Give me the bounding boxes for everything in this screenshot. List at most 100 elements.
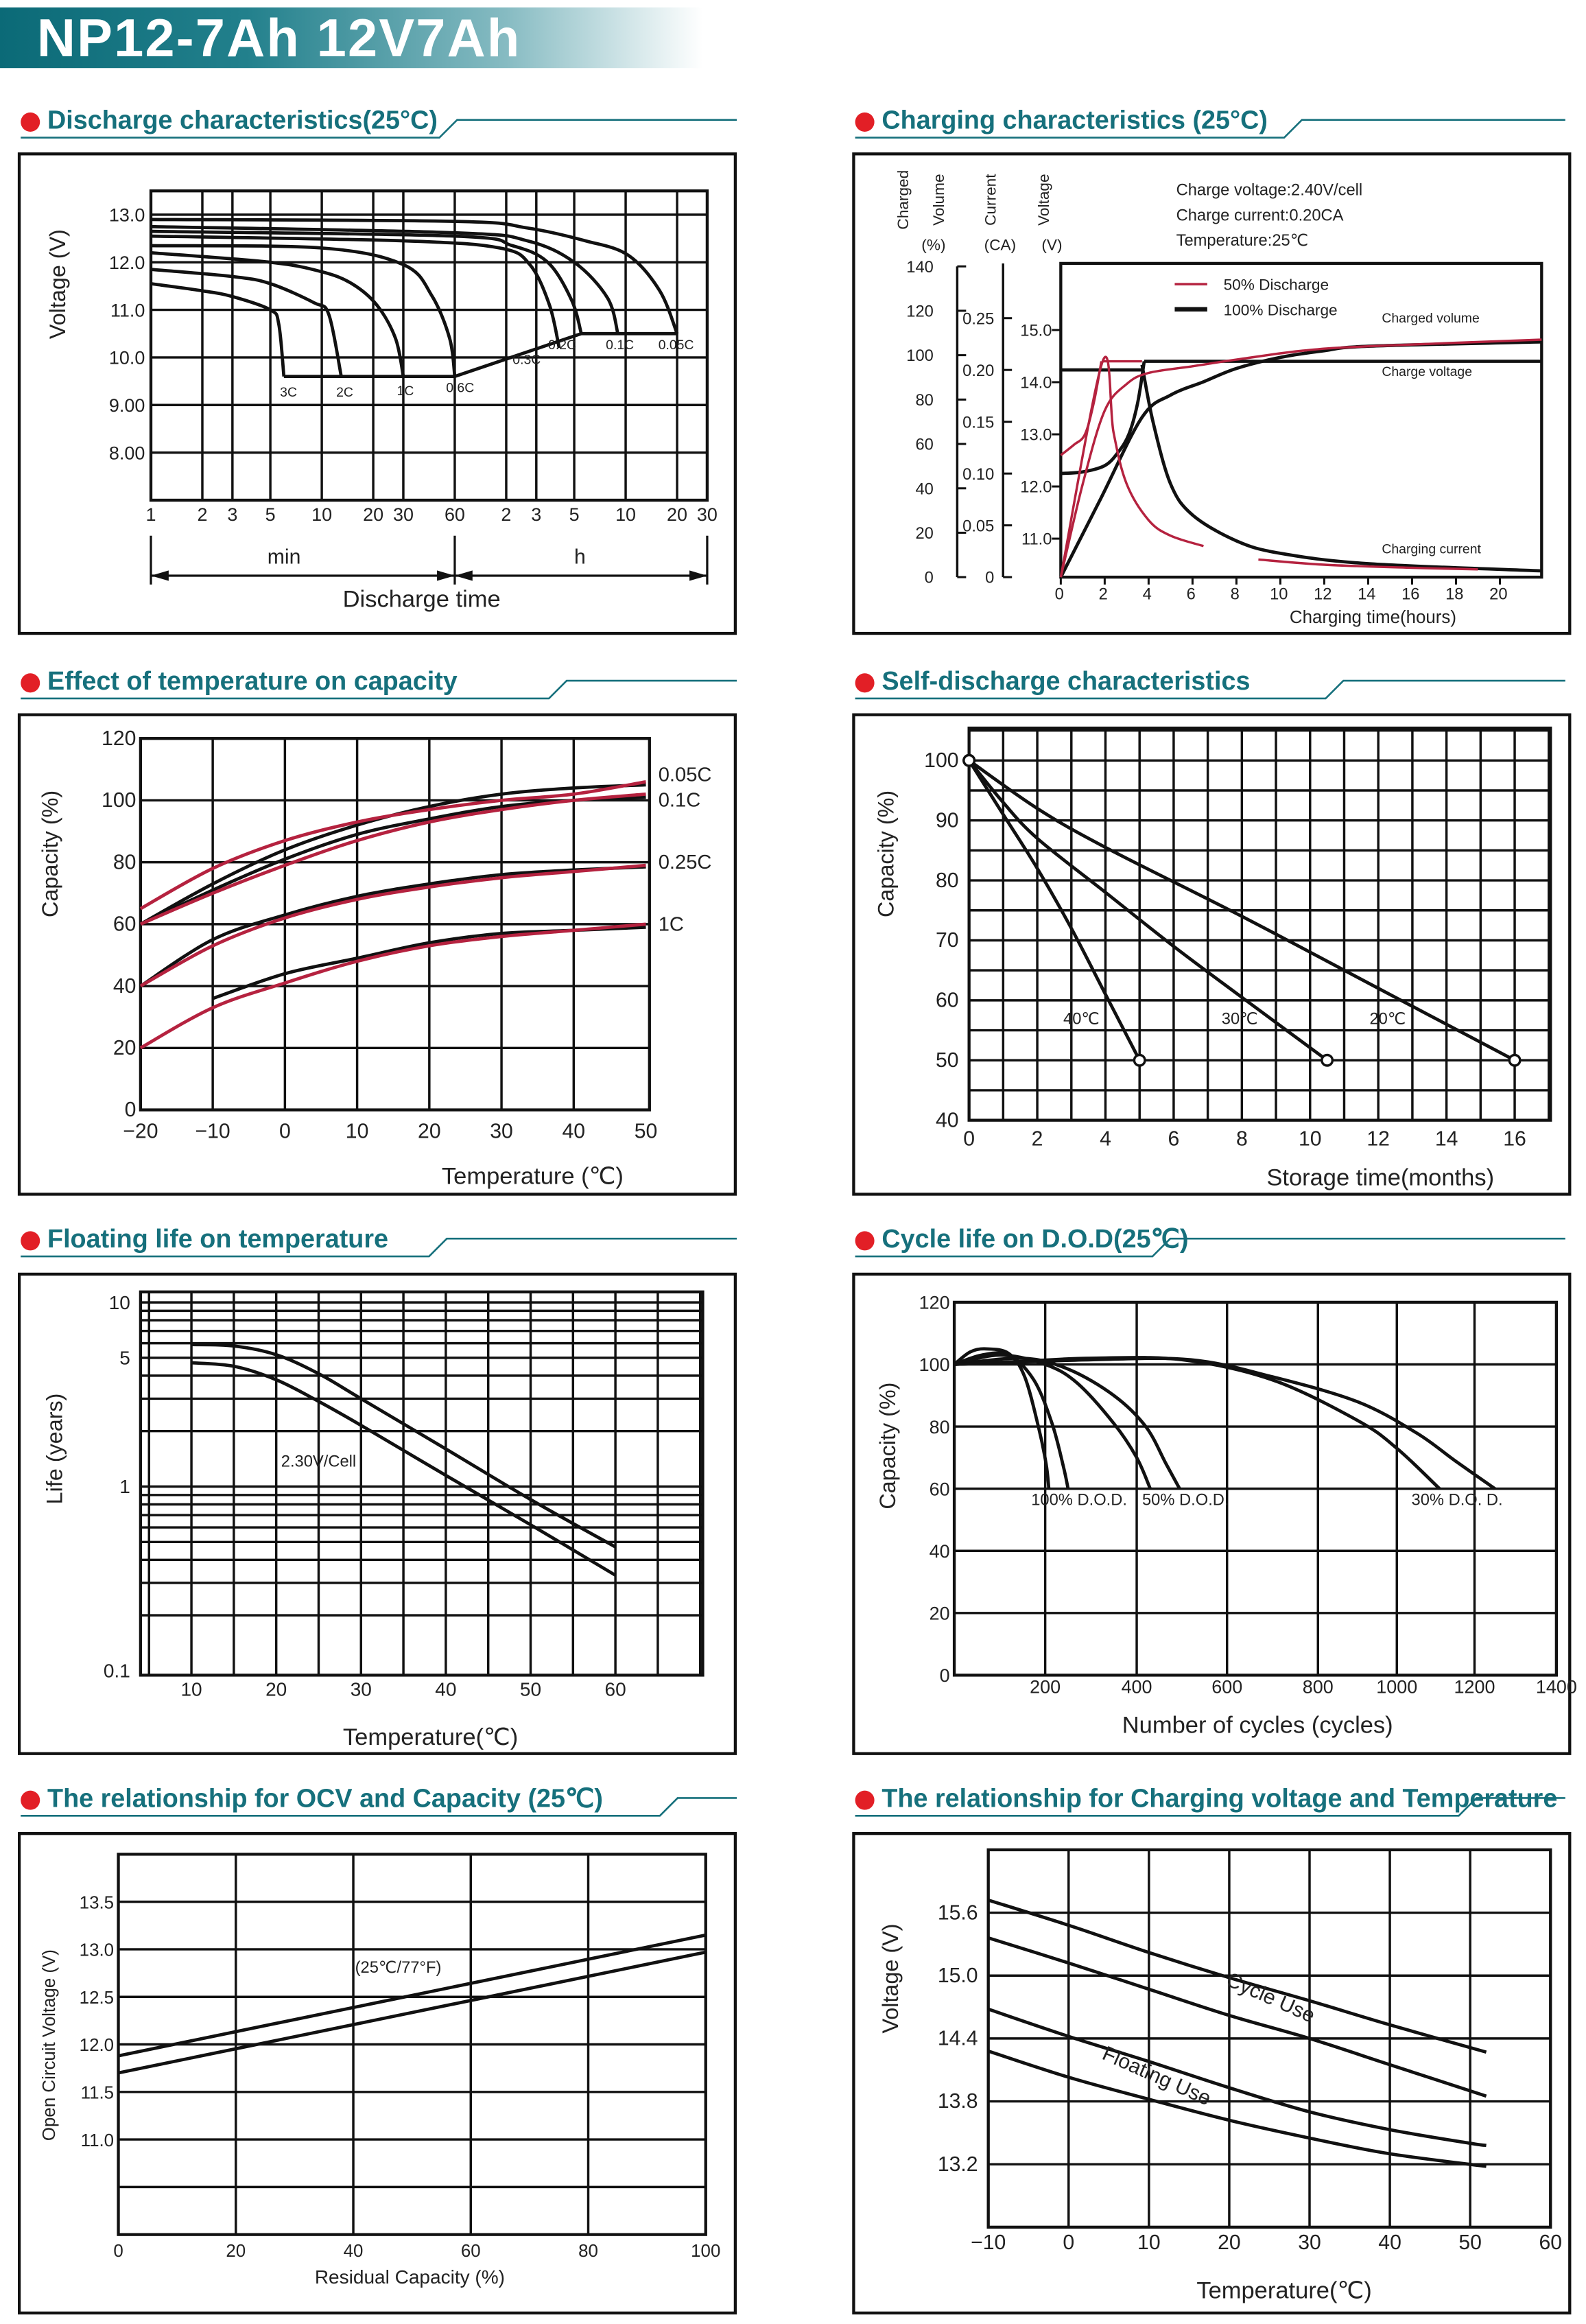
bullet-icon bbox=[21, 673, 40, 693]
series-line-3 bbox=[139, 793, 646, 926]
series-line-0 bbox=[150, 282, 286, 377]
section-title-charging-voltage-temperature: The relationship for Charging voltage an… bbox=[855, 1779, 1565, 1823]
y-tick-label: 0.1 bbox=[104, 1660, 130, 1682]
cycle-life-chart: 200 400 600 800 1000 1200 1400 0 20 40 60 80 100 120 C… bbox=[852, 1272, 1577, 1755]
y-axis-label: Capacity (%) bbox=[875, 1383, 900, 1510]
title-underline-line bbox=[21, 1237, 737, 1258]
data-point-marker bbox=[1508, 1053, 1522, 1067]
x-tick-label: 20 bbox=[363, 504, 383, 525]
curve-label: 3C bbox=[280, 385, 297, 400]
section-title-text: The relationship for Charging voltage an… bbox=[881, 1783, 1558, 1813]
x-tick-label: 600 bbox=[1211, 1676, 1242, 1697]
series-line-0 bbox=[967, 760, 1141, 1061]
current-tick-label: 0.20 bbox=[962, 362, 994, 380]
x-tick-label: 0 bbox=[113, 2242, 123, 2261]
x-tick-label: 2 bbox=[501, 504, 511, 525]
y-tick-label: 13.0 bbox=[80, 1941, 114, 1960]
x-unit-min: min bbox=[268, 546, 301, 569]
series-label: Charging current bbox=[1382, 542, 1481, 557]
series-line-3 bbox=[150, 244, 457, 377]
section-title-text: Self-discharge characteristics bbox=[881, 666, 1251, 696]
curve-label: 0.1C bbox=[659, 789, 701, 811]
x-tick-label: 1400 bbox=[1536, 1676, 1577, 1697]
section-title-temperature-capacity: Effect of temperature on capacity bbox=[21, 661, 737, 706]
x-tick-label: 10 bbox=[311, 504, 332, 525]
x-axis-label: Temperature (℃) bbox=[442, 1163, 624, 1189]
series-line-7 bbox=[150, 218, 679, 335]
y-tick-label: 1 bbox=[119, 1476, 130, 1497]
x-tick-label: 20 bbox=[265, 1679, 287, 1700]
charging-chart-svg: 02040608010012014000.050.100.150.200.251… bbox=[895, 170, 1543, 627]
curve-label: 50% D.O.D. bbox=[1142, 1491, 1229, 1509]
plot-frame bbox=[967, 726, 1552, 1122]
plot-frame bbox=[952, 1300, 1559, 1677]
series-line-9 bbox=[1059, 338, 1542, 578]
x-tick-label: 16 bbox=[1401, 585, 1419, 603]
series-line-1 bbox=[139, 780, 646, 911]
series-line-5 bbox=[150, 229, 583, 334]
series-line-0 bbox=[987, 1898, 1487, 2054]
floating-life-chart: 10 20 30 40 50 60 10 5 1 0.1 Life (years) Temperatu… bbox=[17, 1272, 737, 1755]
y-tick-label: 13.0 bbox=[109, 205, 145, 226]
x-unit-h: h bbox=[574, 546, 586, 569]
temperature-capacity-chart-svg: −20 −10 0 10 20 30 40 50 0 20 40 60 80 100 120 Capacity… bbox=[38, 727, 711, 1189]
y-tick-label: 20 bbox=[113, 1037, 137, 1059]
data-point-marker bbox=[1133, 1053, 1146, 1067]
series-line-5 bbox=[139, 863, 646, 988]
x-tick-label: 60 bbox=[461, 2242, 481, 2261]
charge-condition-note: Charge current:0.20CA bbox=[1176, 207, 1344, 224]
bullet-icon bbox=[855, 1231, 875, 1251]
y-axis-label: Capacity (%) bbox=[874, 790, 899, 917]
x-axis-label: Number of cycles (cycles) bbox=[1122, 1713, 1393, 1739]
x-tick-label: 20 bbox=[1489, 585, 1507, 603]
series-line-4 bbox=[150, 234, 561, 349]
title-underline bbox=[855, 1797, 1565, 1817]
series-line-1 bbox=[191, 1361, 617, 1577]
data-point-marker bbox=[962, 753, 976, 767]
arrowhead-icon bbox=[454, 570, 473, 581]
y-tick-label: 20 bbox=[930, 1604, 950, 1624]
x-axis-label: Charging time(hours) bbox=[1290, 608, 1456, 627]
plot-frame bbox=[149, 189, 709, 502]
ocv-chart: 0 20 40 60 80 100 13.5 13.0 12.5 12.0 11.5 11.0 Open… bbox=[17, 1832, 737, 2315]
y-tick-label: 100 bbox=[919, 1354, 950, 1375]
x-tick-label: 8 bbox=[1236, 1127, 1248, 1150]
y-axis-label: Open Circuit Voltage (V) bbox=[40, 1949, 59, 2141]
title-underline-line bbox=[855, 679, 1565, 700]
x-tick-label: 40 bbox=[1378, 2231, 1401, 2254]
y-tick-label: 15.6 bbox=[938, 1901, 978, 1924]
plot-frame bbox=[139, 1290, 705, 1677]
axis-unit-voltage: (V) bbox=[1041, 236, 1062, 253]
discharge-chart: 1 2 3 5 10 20 30 60 2 3 5 10 20 30 13.0 12.0 11.0 10.0 9.0… bbox=[17, 152, 737, 635]
x-tick-label: 5 bbox=[265, 504, 276, 525]
discharge-chart-svg: 1 2 3 5 10 20 30 60 2 3 5 10 20 3013.012.011.010.09.0… bbox=[45, 189, 718, 612]
y-tick-label: 15.0 bbox=[938, 1964, 978, 1987]
series-line-3 bbox=[987, 2049, 1487, 2168]
current-tick-label: 0.10 bbox=[962, 466, 994, 484]
section-title-discharge: Discharge characteristics(25°C) bbox=[21, 101, 737, 145]
x-tick-label: 0 bbox=[279, 1120, 291, 1143]
x-tick-label: 0 bbox=[1063, 2231, 1074, 2254]
x-tick-label: 2 bbox=[197, 504, 207, 525]
x-tick-label: 30 bbox=[393, 504, 414, 525]
title-underline-line bbox=[21, 119, 737, 139]
x-tick-label: 1000 bbox=[1376, 1676, 1417, 1697]
curve-label: 20℃ bbox=[1369, 1010, 1406, 1028]
curve-label: 100% D.O.D. bbox=[1031, 1491, 1127, 1509]
x-tick-label: 40 bbox=[344, 2242, 364, 2261]
section-title-text: Floating life on temperature bbox=[47, 1223, 389, 1254]
section-title-ocv: The relationship for OCV and Capacity (2… bbox=[21, 1779, 737, 1823]
x-tick-label: 800 bbox=[1303, 1676, 1334, 1697]
data-point-marker bbox=[1321, 1053, 1334, 1067]
title-underline bbox=[21, 119, 737, 139]
x-tick-label: 20 bbox=[667, 504, 687, 525]
x-tick-label: 6 bbox=[1168, 1127, 1180, 1150]
section-title-cycle-life: Cycle life on D.O.D(25℃) bbox=[855, 1219, 1565, 1264]
x-tick-label: 30 bbox=[351, 1679, 372, 1700]
x-tick-label: 40 bbox=[563, 1120, 586, 1143]
title-underline-line bbox=[855, 1797, 1565, 1817]
x-axis-label: Temperature(℃) bbox=[343, 1724, 518, 1750]
y-tick-label: 12.0 bbox=[109, 253, 145, 273]
x-tick-label: 30 bbox=[1298, 2231, 1321, 2254]
series-line-3 bbox=[1140, 364, 1542, 573]
